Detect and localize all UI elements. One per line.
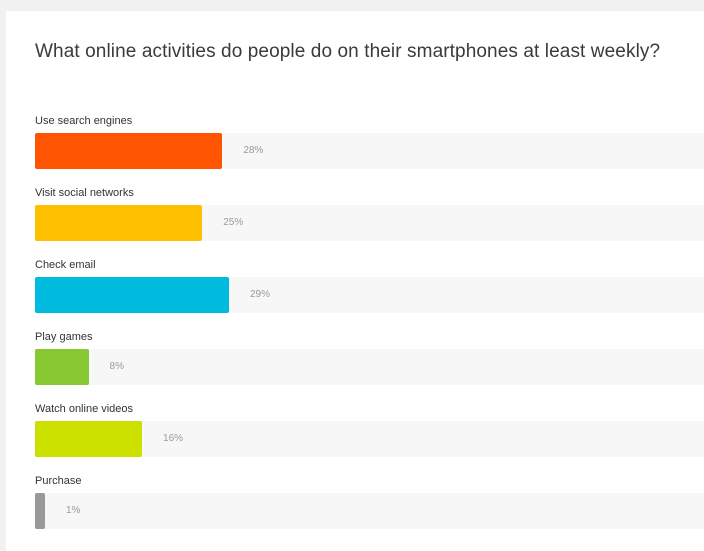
- result-row: Watch online videos 16%: [35, 403, 704, 475]
- bar: [35, 277, 229, 313]
- value-label: 29%: [250, 289, 271, 300]
- value-label: 8%: [109, 361, 124, 372]
- bar: [35, 349, 89, 385]
- bar-track: 8%: [35, 349, 704, 385]
- bar-track: 16%: [35, 421, 704, 457]
- value-label: 1%: [66, 505, 81, 516]
- bar: [35, 133, 223, 169]
- value-label: 16%: [163, 433, 184, 444]
- results-chart: Use search engines 28% Visit social networ…: [35, 115, 704, 547]
- value-label: 25%: [223, 217, 244, 228]
- result-row: Visit social networks 25%: [35, 187, 704, 259]
- bar: [35, 421, 143, 457]
- value-label: 28%: [243, 145, 264, 156]
- category-label: Visit social networks: [35, 187, 134, 199]
- result-row: Purchase 1%: [35, 475, 704, 547]
- result-row: Play games 8%: [35, 331, 704, 403]
- question-title: What online activities do people do on t…: [35, 41, 661, 62]
- result-row: Check email 29%: [35, 259, 704, 331]
- bar: [35, 205, 203, 241]
- category-label: Watch online videos: [35, 403, 134, 415]
- category-label: Check email: [35, 259, 96, 271]
- category-label: Play games: [35, 331, 93, 343]
- category-label: Purchase: [35, 475, 82, 487]
- result-row: Use search engines 28%: [35, 115, 704, 187]
- bar: [35, 493, 45, 529]
- survey-card: What online activities do people do on t…: [6, 11, 704, 551]
- bar-track: 28%: [35, 133, 704, 169]
- category-label: Use search engines: [35, 115, 133, 127]
- bar-track: 1%: [35, 493, 704, 529]
- bar-track: 29%: [35, 277, 704, 313]
- bar-track: 25%: [35, 205, 704, 241]
